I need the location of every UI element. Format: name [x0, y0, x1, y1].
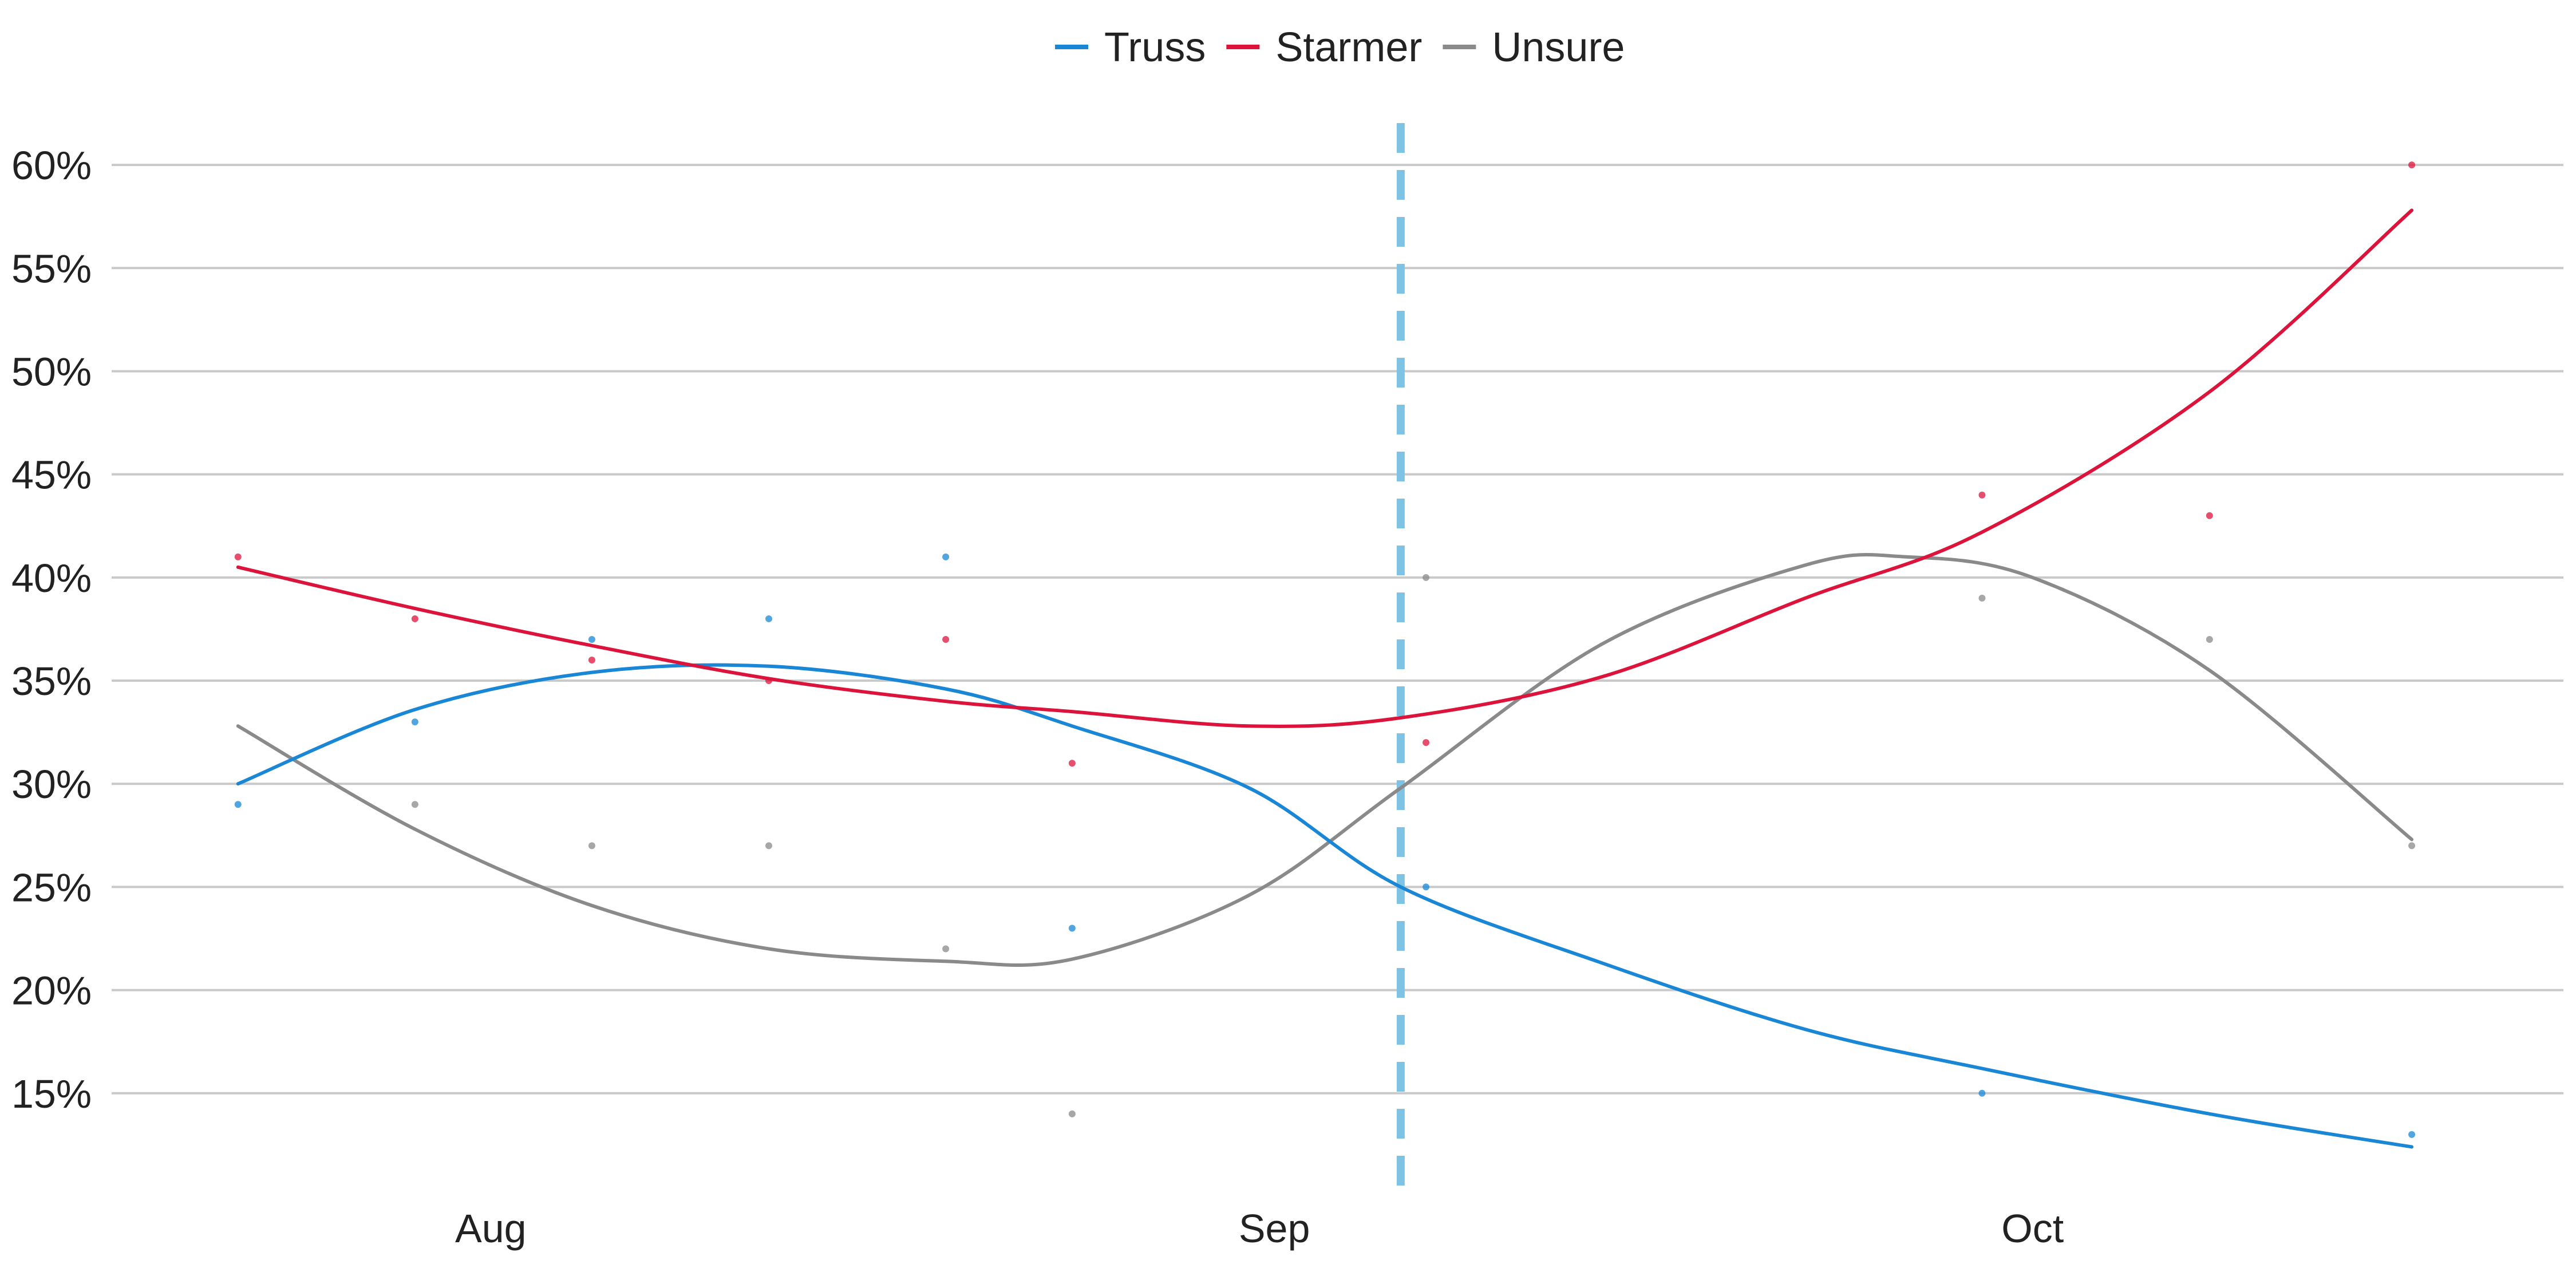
starmer-data-point [765, 677, 773, 685]
truss-data-point [1068, 924, 1076, 932]
y-tick-label: 40% [11, 556, 92, 600]
y-tick-label: 45% [11, 453, 92, 497]
legend: Truss Starmer Unsure [1055, 25, 1625, 70]
starmer-data-point [2206, 512, 2213, 519]
unsure-legend-label: Unsure [1492, 25, 1625, 70]
y-tick-label: 30% [11, 762, 92, 807]
y-axis-tick-labels: 15% 20% 25% 30% 35% 40% 45% 50% 55% 60% [11, 143, 92, 1116]
x-axis-tick-labels: Aug Sep Oct [455, 1206, 2064, 1251]
x-tick-label: Sep [1239, 1206, 1310, 1251]
trend-lines [236, 208, 2414, 1149]
truss-data-point [234, 801, 242, 808]
starmer-data-point [942, 635, 950, 643]
legend-item-truss: Truss [1055, 25, 1206, 70]
starmer-trend-line [236, 208, 2414, 728]
unsure-data-point [2408, 842, 2416, 850]
y-tick-label: 25% [11, 865, 92, 910]
y-tick-label: 55% [11, 246, 92, 291]
starmer-data-point [2408, 161, 2416, 169]
unsure-data-point [411, 801, 418, 808]
unsure-data-point [1068, 1110, 1076, 1117]
y-tick-label: 35% [11, 659, 92, 704]
starmer-data-point [1978, 491, 1986, 499]
x-tick-label: Aug [455, 1206, 527, 1251]
starmer-data-point [1423, 739, 1430, 746]
unsure-data-point [2206, 635, 2213, 643]
y-tick-label: 20% [11, 969, 92, 1013]
legend-item-starmer: Starmer [1226, 25, 1422, 70]
unsure-data-point [765, 842, 773, 850]
truss-data-point [411, 718, 418, 726]
truss-data-point [1978, 1089, 1986, 1097]
truss-data-point [2408, 1131, 2416, 1138]
unsure-data-point [942, 945, 950, 953]
starmer-data-point [234, 553, 242, 560]
starmer-data-point [1068, 760, 1076, 767]
y-tick-label: 50% [11, 349, 92, 394]
starmer-data-point [588, 657, 595, 664]
starmer-data-point [411, 615, 418, 622]
truss-data-point [765, 615, 773, 622]
data-points [234, 161, 2416, 1138]
starmer-legend-label: Starmer [1275, 25, 1422, 70]
y-tick-label: 60% [11, 143, 92, 188]
y-tick-label: 15% [11, 1072, 92, 1116]
unsure-data-point [1978, 594, 1986, 602]
truss-trend-line [236, 663, 2414, 1149]
truss-legend-label: Truss [1104, 25, 1206, 70]
legend-item-unsure: Unsure [1443, 25, 1625, 70]
truss-data-point [942, 553, 950, 560]
truss-data-point [588, 635, 595, 643]
unsure-data-point [1423, 574, 1430, 581]
x-tick-label: Oct [2001, 1206, 2064, 1251]
unsure-trend-line [236, 553, 2414, 967]
grid [112, 164, 2563, 1095]
unsure-data-point [588, 842, 595, 850]
truss-data-point [1423, 883, 1430, 891]
